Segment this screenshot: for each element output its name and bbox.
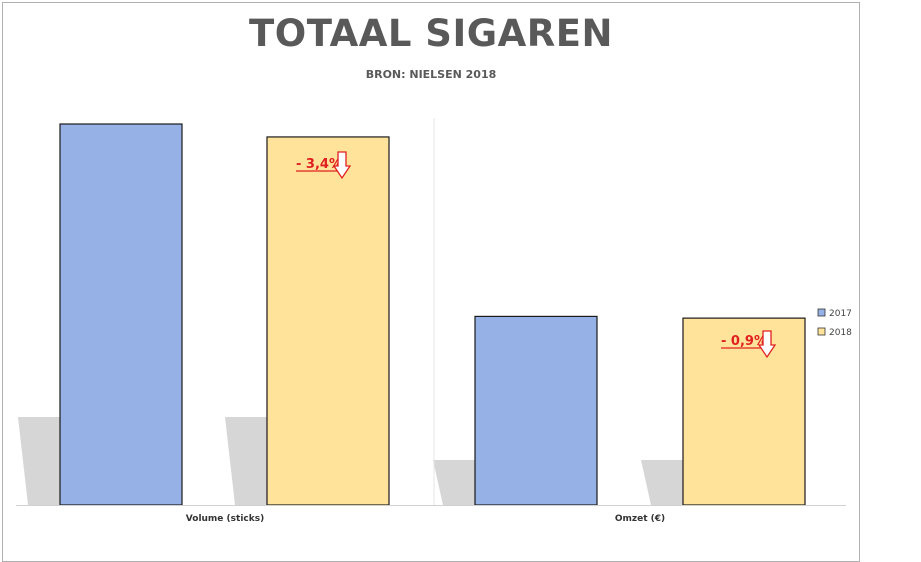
down-arrow-icon <box>332 151 352 180</box>
legend-label: 2017 <box>829 309 852 319</box>
legend-swatch <box>817 327 826 336</box>
annotation-label: - 3,4% <box>296 157 342 172</box>
bar-2017-0 <box>59 123 183 506</box>
annotation-label: - 0,9% <box>721 334 767 349</box>
bar-shadow <box>641 460 683 505</box>
down-arrow-icon <box>757 330 777 359</box>
bar-shadow <box>433 460 475 505</box>
bar-2018-1 <box>682 317 806 506</box>
x-tick-label: Volume (sticks) <box>186 514 264 524</box>
bar-shadow <box>225 417 267 505</box>
legend-swatch <box>817 308 826 317</box>
bar-chart: Volume (sticks) Omzet (€) 2017 2018 - 3,4% - … <box>16 118 852 524</box>
bar-2017-1 <box>474 315 598 506</box>
chart-title: TOTAAL SIGAREN <box>249 12 613 55</box>
legend-label: 2018 <box>829 328 852 338</box>
chart-subtitle: BRON: NIELSEN 2018 <box>365 68 497 81</box>
x-tick-label: Omzet (€) <box>615 514 665 524</box>
bar-shadow <box>18 417 60 505</box>
bar-2018-0 <box>266 136 390 506</box>
